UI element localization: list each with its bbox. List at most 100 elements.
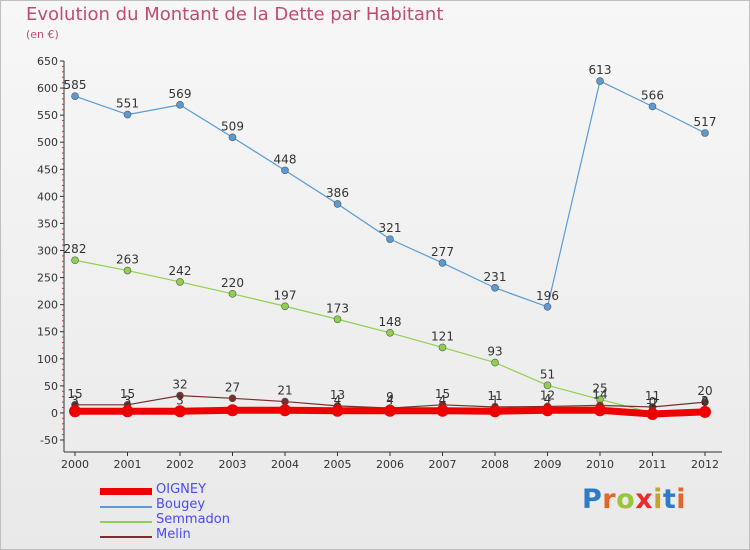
legend-swatch: [100, 521, 152, 523]
x-tick-label: 2010: [586, 458, 614, 471]
y-tick-label: 250: [37, 272, 58, 285]
legend-label: Bougey: [156, 497, 206, 512]
data-label-bougey: 613: [589, 63, 612, 77]
data-point-semmadon: [543, 381, 552, 390]
data-label-bougey: 386: [326, 186, 349, 200]
data-label-bougey: 448: [274, 152, 297, 166]
data-label-oigney: 4: [544, 392, 552, 406]
data-point-bougey: [491, 284, 499, 292]
data-point-melin: [176, 391, 184, 400]
logo-letter: i: [676, 484, 687, 515]
data-point-semmadon: [123, 266, 132, 275]
data-label-semmadon: 93: [487, 345, 502, 359]
x-tick-label: 2000: [61, 458, 89, 471]
data-point-bougey: [333, 200, 342, 208]
data-point-semmadon: [228, 290, 237, 298]
x-tick-label: 2009: [534, 458, 562, 471]
data-label-semmadon: 282: [64, 242, 87, 256]
data-point-bougey: [648, 102, 657, 111]
y-tick-label: 550: [37, 109, 58, 122]
data-point-oigney: [699, 405, 711, 418]
data-label-semmadon: 148: [379, 315, 402, 329]
data-point-bougey: [123, 110, 132, 119]
chart-subtitle: (en €): [26, 28, 59, 41]
logo-letter: i: [653, 484, 663, 515]
data-label-melin: 13: [330, 388, 345, 402]
logo-letter: r: [602, 484, 617, 515]
data-point-bougey: [71, 92, 79, 100]
logo-letter: P: [582, 484, 603, 515]
y-tick-label: 100: [37, 353, 58, 366]
data-point-oigney: [489, 405, 501, 418]
data-label-melin: 9: [386, 390, 394, 404]
data-label-bougey: 277: [431, 245, 454, 259]
data-label-semmadon: 0: [701, 395, 709, 409]
y-tick-label: 450: [37, 163, 58, 176]
data-label-oigney: 4: [386, 393, 394, 407]
data-label-bougey: 509: [221, 119, 244, 133]
data-label-bougey: 551: [116, 97, 139, 111]
data-point-semmadon: [386, 328, 394, 337]
data-label-semmadon: 173: [326, 301, 349, 315]
x-tick-label: 2012: [691, 458, 719, 471]
data-point-bougey: [701, 129, 709, 137]
x-tick-label: 2007: [429, 458, 457, 471]
data-label-melin: 15: [120, 387, 135, 401]
data-point-oigney: [279, 404, 291, 417]
legend-swatch: [100, 506, 152, 508]
y-tick-label: 500: [37, 136, 58, 149]
data-point-bougey: [176, 101, 184, 109]
logo-letter: x: [635, 484, 654, 515]
y-tick-label: 650: [37, 55, 58, 68]
data-point-oigney: [541, 404, 554, 417]
data-label-semmadon: 25: [592, 381, 607, 395]
data-label-semmadon: 220: [221, 276, 244, 290]
data-point-oigney: [174, 405, 186, 418]
x-tick-label: 2005: [324, 458, 352, 471]
data-point-oigney: [69, 405, 81, 418]
y-tick-label: 350: [37, 217, 58, 230]
data-label-melin: 12: [540, 388, 555, 402]
data-point-oigney: [331, 404, 344, 417]
data-point-bougey: [281, 166, 289, 175]
data-label-melin: 11: [645, 389, 660, 403]
data-label-oigney: 3: [71, 393, 79, 407]
data-label-melin: 21: [277, 384, 292, 398]
data-label-semmadon: 197: [274, 288, 297, 302]
data-label-bougey: 231: [484, 270, 507, 284]
data-point-bougey: [386, 235, 394, 243]
data-point-bougey: [438, 259, 447, 267]
data-label-oigney: 4: [439, 393, 447, 407]
y-tick-label: 200: [37, 299, 58, 312]
data-point-oigney: [121, 405, 134, 418]
y-tick-label: -50: [40, 434, 58, 447]
legend-label: OIGNEY: [156, 482, 207, 497]
data-point-bougey: [228, 133, 237, 142]
data-point-semmadon: [281, 302, 289, 311]
data-label-melin: 14: [592, 387, 607, 401]
y-tick-label: 0: [51, 407, 58, 420]
data-point-melin: [281, 397, 289, 406]
data-label-melin: 11: [487, 389, 502, 403]
data-point-oigney: [436, 404, 449, 417]
data-label-semmadon: 242: [169, 264, 192, 278]
data-label-oigney: 4: [334, 393, 342, 407]
x-tick-label: 2011: [639, 458, 667, 471]
data-point-semmadon: [176, 278, 184, 286]
data-label-bougey: 585: [64, 78, 87, 92]
data-label-oigney: -2: [647, 396, 659, 410]
data-point-semmadon: [71, 256, 79, 265]
data-label-bougey: 569: [169, 87, 192, 101]
data-label-melin: 15: [67, 387, 82, 401]
data-label-bougey: 517: [694, 115, 717, 129]
y-tick-label: 600: [37, 82, 58, 95]
data-label-bougey: 321: [379, 221, 402, 235]
legend-swatch: [100, 488, 152, 495]
data-point-bougey: [543, 303, 552, 311]
data-point-melin: [701, 398, 709, 406]
data-label-semmadon: 263: [116, 253, 139, 267]
legend-swatch: [100, 536, 152, 538]
data-label-oigney: 3: [124, 393, 132, 407]
y-tick-label: 50: [44, 380, 58, 393]
